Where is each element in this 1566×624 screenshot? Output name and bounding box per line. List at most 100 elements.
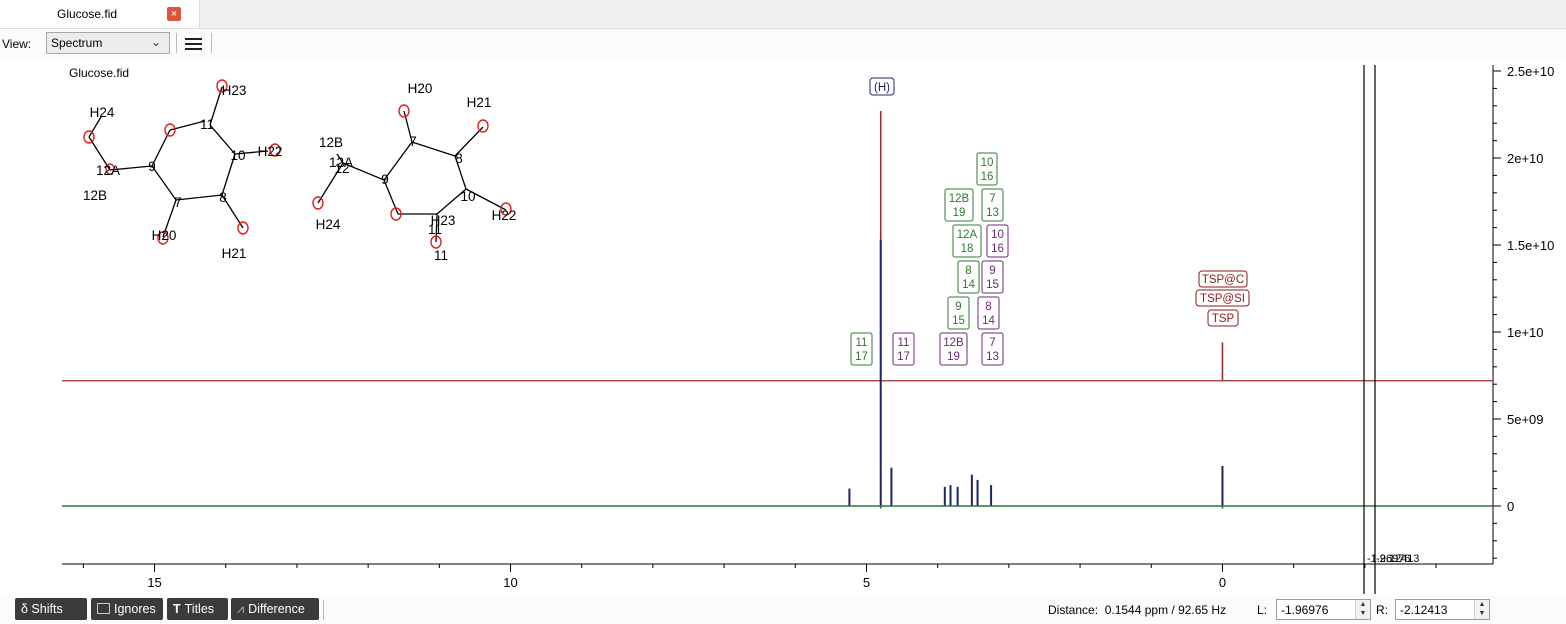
peak-label-purple-9-15[interactable]: 9 15	[981, 260, 1004, 294]
peak-label-purple-10-16[interactable]: 10 16	[986, 224, 1009, 258]
peak-label-green-11-17[interactable]: 11 17	[850, 332, 873, 366]
peak-label-purple-12b-19[interactable]: 12B 19	[939, 332, 968, 366]
svg-text:10: 10	[981, 157, 994, 169]
r-cursor-value: -2.12413	[1400, 603, 1448, 617]
svg-text:19: 19	[947, 351, 960, 363]
atom-label: 12A	[96, 163, 120, 178]
chevron-up-icon[interactable]: ▲	[1478, 601, 1486, 608]
difference-icon: ⩘	[237, 602, 245, 616]
svg-text:7: 7	[989, 337, 995, 349]
svg-text:15: 15	[952, 315, 965, 327]
svg-text:13: 13	[986, 351, 999, 363]
x-tick-label: 10	[503, 575, 517, 590]
svg-text:(H): (H)	[874, 82, 890, 94]
y-tick-label: 1.5e+10	[1507, 238, 1554, 253]
svg-text:18: 18	[961, 243, 974, 255]
svg-text:10: 10	[991, 229, 1004, 241]
ignores-button[interactable]: Ignores	[91, 598, 163, 620]
chevron-down-icon[interactable]: ▼	[1359, 610, 1367, 617]
atom-label: H23	[222, 83, 247, 98]
svg-text:9: 9	[955, 301, 961, 313]
svg-text:16: 16	[981, 171, 994, 183]
l-cursor-value: -1.96976	[1281, 603, 1329, 617]
svg-text:19: 19	[953, 207, 966, 219]
svg-text:TSP@C: TSP@C	[1202, 274, 1244, 286]
tab-glucose-fid[interactable]: Glucose.fid ×	[0, 0, 200, 28]
atom-label: H21	[467, 95, 492, 110]
x-tick-label: 0	[1219, 575, 1226, 590]
l-cursor-spinbox[interactable]: -1.96976 ▲ ▼	[1276, 599, 1371, 620]
svg-text:12B: 12B	[943, 337, 964, 349]
atom-label: H20	[152, 228, 177, 243]
atom-label: 8	[455, 151, 463, 166]
shifts-label: δ Shifts	[21, 602, 63, 616]
y-tick-label: 2.5e+10	[1507, 64, 1554, 79]
svg-text:17: 17	[897, 351, 910, 363]
peak-label-tsp-si[interactable]: TSP@SI	[1195, 289, 1250, 307]
r-cursor-spinbox[interactable]: -2.12413 ▲ ▼	[1395, 599, 1490, 620]
ignores-icon	[97, 603, 110, 614]
peak-label-tsp-c[interactable]: TSP@C	[1198, 270, 1248, 288]
atom-label: 7	[174, 195, 182, 210]
peak-label-green-12b-19[interactable]: 12B 19	[944, 188, 974, 222]
view-select-value: Spectrum	[51, 36, 103, 50]
atom-label: 12B	[319, 135, 343, 150]
view-toolbar: View: Spectrum ⌄	[0, 29, 1566, 59]
atom-label: H22	[492, 208, 517, 223]
atom-label: H21	[222, 246, 247, 261]
x-tick-label: 5	[863, 575, 870, 590]
svg-text:15: 15	[986, 279, 999, 291]
molecule-structures: H23 H24 11 10 H22 12A 9 12B 7 8 H20 H21	[83, 79, 517, 263]
titles-button[interactable]: T Titles	[167, 598, 228, 620]
svg-text:TSP@SI: TSP@SI	[1200, 293, 1245, 305]
l-label: L:	[1257, 603, 1268, 617]
ignores-label: Ignores	[114, 602, 156, 616]
peak-label-h[interactable]: (H)	[869, 77, 895, 96]
atom-label: 12B	[83, 188, 107, 203]
toolbar-divider	[176, 33, 177, 53]
difference-button[interactable]: ⩘ Difference	[231, 598, 319, 620]
peak-label-green-7-13[interactable]: 7 13	[981, 188, 1004, 222]
atom-label: H22	[258, 144, 283, 159]
shifts-button[interactable]: δ Shifts	[15, 598, 87, 620]
atom-label: 10	[460, 189, 475, 204]
atom-label: 11	[434, 248, 448, 263]
svg-text:7: 7	[989, 193, 995, 205]
atom-label: 10	[230, 148, 245, 163]
spinbox-arrows[interactable]: ▲ ▼	[1474, 600, 1489, 619]
peak-label-purple-11-17[interactable]: 11 17	[892, 332, 915, 366]
svg-text:14: 14	[982, 315, 995, 327]
spectrum-title: Glucose.fid	[69, 66, 129, 80]
chevron-down-icon[interactable]: ▼	[1478, 610, 1486, 617]
distance-readout: Distance: 0.1544 ppm / 92.65 Hz	[1048, 603, 1227, 617]
svg-text:8: 8	[985, 301, 991, 313]
atom-label: H24	[90, 105, 115, 120]
atom-label: H20	[408, 81, 433, 96]
y-tick-label: 0	[1507, 499, 1514, 514]
atom-label: 12A	[329, 155, 353, 170]
hamburger-menu-icon[interactable]	[180, 33, 208, 55]
chevron-up-icon[interactable]: ▲	[1359, 601, 1367, 608]
atom-label: H24	[316, 217, 341, 232]
peak-label-green-12a-18[interactable]: 12A 18	[952, 224, 982, 258]
spectrum-plot[interactable]: H23 H24 11 10 H22 12A 9 12B 7 8 H20 H21	[0, 59, 1566, 594]
peak-label-tsp[interactable]: TSP	[1207, 309, 1239, 327]
close-icon[interactable]: ×	[167, 7, 181, 21]
svg-text:11: 11	[898, 337, 910, 349]
view-select[interactable]: Spectrum ⌄	[46, 32, 170, 54]
peak-label-purple-8-14[interactable]: 8 14	[977, 296, 1000, 330]
peak-label-green-8-14[interactable]: 8 14	[957, 260, 980, 294]
y-tick-label: 5e+09	[1507, 412, 1544, 427]
titles-icon: T	[173, 602, 181, 616]
toolbar-divider	[323, 600, 324, 620]
svg-text:13: 13	[986, 207, 999, 219]
peak-label-green-9-15[interactable]: 9 15	[947, 296, 970, 330]
peak-label-purple-7-13[interactable]: 7 13	[981, 332, 1004, 366]
atom-label: H23	[431, 213, 456, 228]
atom-label: 7	[409, 134, 417, 149]
peak-label-green-10-16[interactable]: 10 16	[976, 152, 998, 186]
spinbox-arrows[interactable]: ▲ ▼	[1355, 600, 1370, 619]
svg-text:17: 17	[855, 351, 868, 363]
atom-label: 9	[148, 159, 156, 174]
toolbar-divider	[211, 33, 212, 53]
